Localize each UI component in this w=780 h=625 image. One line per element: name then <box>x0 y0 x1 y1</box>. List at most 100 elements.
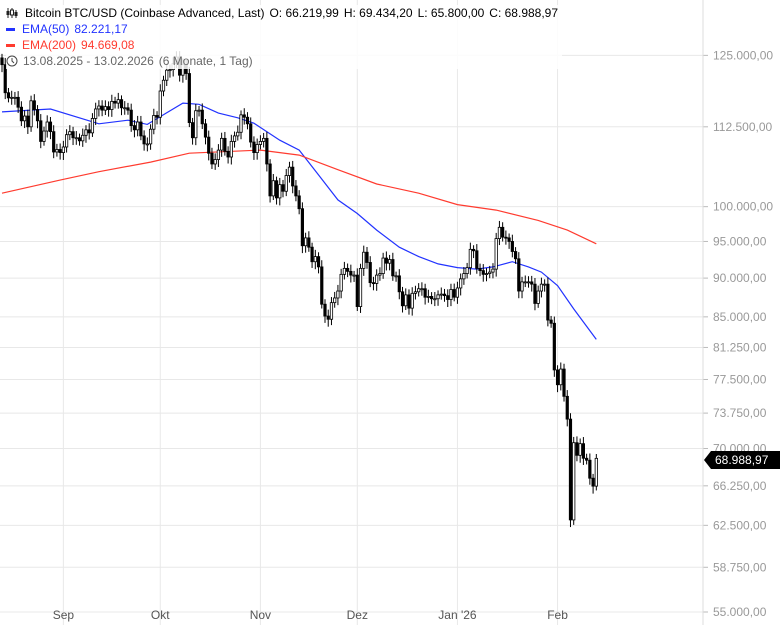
date-range: 13.08.2025 - 13.02.2026 <box>23 54 154 68</box>
candle-up <box>23 115 27 122</box>
y-tick-label: 66.250,00 <box>713 479 767 493</box>
candle-up <box>433 298 437 301</box>
candle-down <box>249 123 253 143</box>
legend-range: 13.08.2025 - 13.02.2026 (6 Monate, 1 Tag… <box>6 53 563 69</box>
candle-down <box>478 267 482 272</box>
candle-down <box>510 241 514 252</box>
candle-down <box>129 109 133 127</box>
y-tick-label: 73.750,00 <box>713 406 767 420</box>
candle-down <box>481 270 485 275</box>
candle-down <box>549 319 553 324</box>
candle-down <box>100 105 104 111</box>
ema200-value: 94.669,08 <box>81 38 135 52</box>
x-tick-label: Sep <box>53 608 75 622</box>
legend-ema200[interactable]: EMA(200) 94.669,08 <box>6 37 563 53</box>
candle-up <box>520 281 524 292</box>
candle-down <box>452 289 456 298</box>
candle-up <box>417 288 421 293</box>
ema50-label: EMA(50) <box>22 22 70 36</box>
ema50-line <box>1 102 597 340</box>
candle-up <box>168 69 172 72</box>
candle-up <box>358 267 363 307</box>
candle-down <box>588 459 592 479</box>
candle-down <box>265 137 269 165</box>
candle-up <box>45 121 49 132</box>
y-tick-label: 95.000,00 <box>713 234 767 248</box>
candle-up <box>258 141 263 145</box>
candle-down <box>371 282 376 285</box>
candle-down <box>142 135 146 145</box>
candle-down <box>252 141 256 154</box>
candle-up <box>123 107 127 110</box>
candle-down <box>446 295 450 300</box>
period-label: (6 Monate, 1 Tag) <box>158 54 253 68</box>
candle-up <box>465 267 469 274</box>
candle-down <box>48 121 53 133</box>
candle-up <box>336 290 340 299</box>
candle-down <box>546 283 550 321</box>
candle-down <box>126 107 130 111</box>
candle-down <box>585 457 589 461</box>
candle-down <box>326 315 330 320</box>
candle-down <box>355 274 359 307</box>
candle-up <box>152 115 156 130</box>
candle-up <box>488 271 492 274</box>
candle-down <box>513 251 518 260</box>
candle-down <box>365 251 369 263</box>
candle-up <box>161 79 166 92</box>
candle-down <box>407 294 411 309</box>
ema200-line <box>1 149 597 245</box>
candle-down <box>397 275 401 293</box>
candle-up <box>449 289 453 300</box>
candle-up <box>484 273 489 275</box>
candle-up <box>410 292 414 309</box>
candle-down <box>291 166 295 187</box>
candle-up <box>559 368 563 386</box>
candle-down <box>400 291 405 307</box>
candle-up <box>375 274 379 284</box>
candle-down <box>139 121 143 137</box>
candle-up <box>65 134 69 148</box>
candle-down <box>429 296 434 300</box>
candle-up <box>165 69 169 81</box>
candle-down <box>562 368 566 397</box>
candle-down <box>155 115 159 118</box>
legend-ema50[interactable]: EMA(50) 82.221,17 <box>6 21 563 37</box>
candle-down <box>533 283 537 304</box>
ohlc-low: L: 65.800,00 <box>417 6 485 20</box>
candle-up <box>304 237 308 247</box>
candle-up <box>342 267 346 275</box>
x-tick-label: Dez <box>347 608 368 622</box>
candle-up <box>459 278 463 289</box>
y-tick-label: 100.000,00 <box>713 200 773 214</box>
candle-up <box>103 106 107 111</box>
candle-down <box>3 64 7 94</box>
candle-up <box>90 118 95 134</box>
candle-up <box>413 291 418 294</box>
candle-down <box>530 281 534 285</box>
candle-down <box>423 288 427 298</box>
candle-down <box>106 106 111 110</box>
candle-down <box>581 443 586 459</box>
candle-down <box>16 96 20 108</box>
candle-up <box>362 251 366 269</box>
candle-up <box>439 293 443 296</box>
candle-down <box>26 115 30 128</box>
candle-down <box>504 236 508 239</box>
candle-up <box>232 135 237 142</box>
x-tick-label: Jan '26 <box>438 608 477 622</box>
candle-down <box>281 184 285 192</box>
candle-up <box>148 128 153 145</box>
candle-down <box>517 258 521 292</box>
candle-down <box>368 262 372 284</box>
candle-down <box>384 257 388 264</box>
candle-up <box>61 146 65 154</box>
candle-up <box>378 273 382 276</box>
candle-up <box>543 283 547 286</box>
candle-down <box>391 259 395 277</box>
candle-down <box>200 109 204 125</box>
candle-up <box>436 294 440 300</box>
candle-down <box>316 256 321 268</box>
candle-down <box>346 267 350 272</box>
